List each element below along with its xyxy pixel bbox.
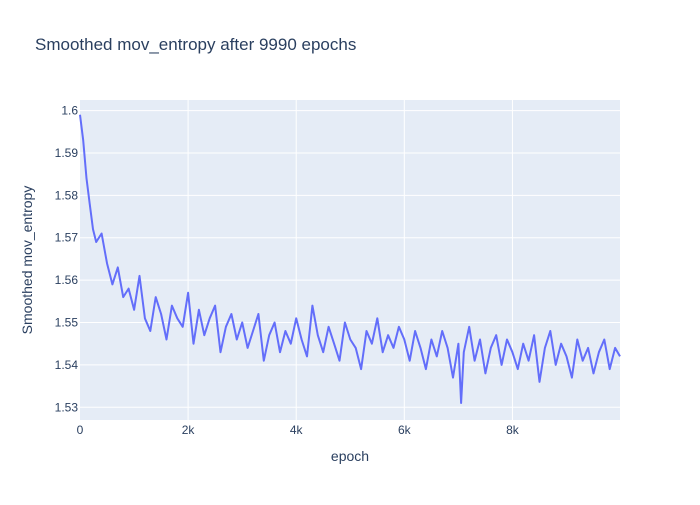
y-tick-label: 1.58 [55, 188, 79, 202]
y-tick-label: 1.56 [55, 273, 79, 287]
x-tick-label: 6k [398, 423, 412, 437]
y-tick-label: 1.6 [61, 104, 78, 118]
y-axis-title: Smoothed mov_entropy [19, 186, 35, 335]
chart-title: Smoothed mov_entropy after 9990 epochs [35, 35, 356, 54]
x-axis-title: epoch [331, 448, 369, 464]
x-tick-label: 8k [506, 423, 520, 437]
y-tick-label: 1.57 [55, 231, 79, 245]
x-tick-label: 0 [77, 423, 84, 437]
y-tick-label: 1.59 [55, 146, 79, 160]
x-tick-label: 4k [290, 423, 304, 437]
y-tick-labels: 1.53 1.54 1.55 1.56 1.57 1.58 1.59 1.6 [55, 104, 79, 415]
series-line [79, 114, 621, 404]
y-tick-label: 1.54 [55, 358, 79, 372]
x-tick-label: 2k [182, 423, 196, 437]
x-gridlines [187, 100, 513, 420]
y-tick-label: 1.55 [55, 316, 79, 330]
x-tick-labels: 0 2k 4k 6k 8k [77, 423, 520, 437]
y-tick-label: 1.53 [55, 400, 79, 414]
